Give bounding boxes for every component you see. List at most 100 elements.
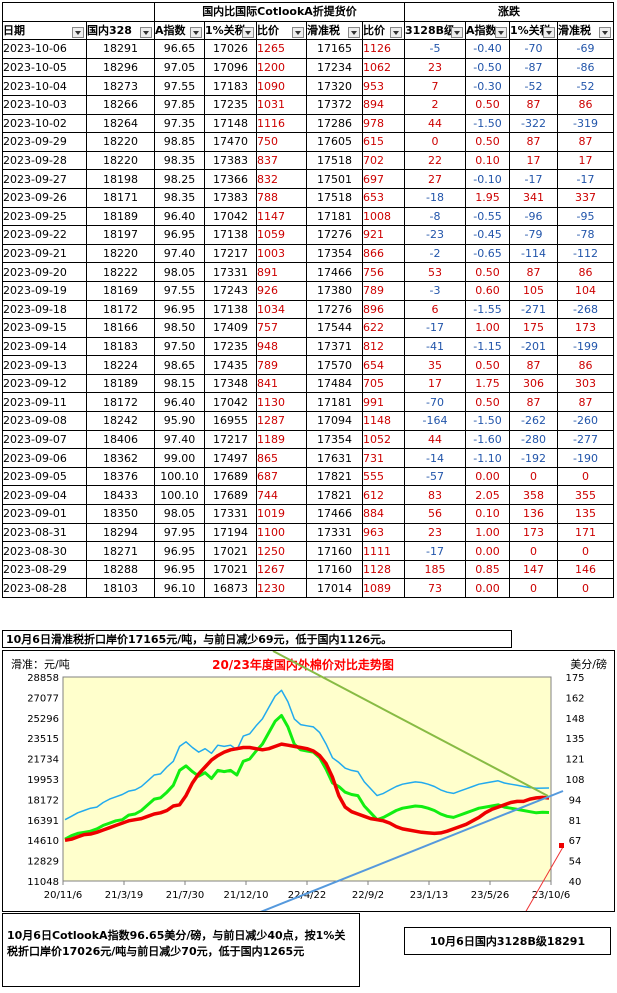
table-cell: 17217 xyxy=(204,429,257,450)
table-cell: 0.50 xyxy=(465,262,510,282)
table-cell: 17383 xyxy=(204,150,257,171)
y-left-tick-label: 16391 xyxy=(27,816,59,827)
filter-dropdown-icon[interactable] xyxy=(543,27,555,39)
price-table: 国内比国际CotlookA折提货价 涨跌 日期 国内328 A指数 1%关税 比价 滑准税… xyxy=(2,2,614,598)
table-cell: 17181 xyxy=(306,392,363,413)
filter-dropdown-icon[interactable] xyxy=(495,27,507,39)
table-cell: -70 xyxy=(509,39,558,59)
series-line-green xyxy=(64,714,550,841)
table-cell: 17331 xyxy=(204,262,257,282)
column-header: 1%关税 xyxy=(509,20,558,41)
table-cell: 2023-09-07 xyxy=(2,429,87,450)
filter-dropdown-icon[interactable] xyxy=(72,27,84,39)
column-header: A指数 xyxy=(154,20,205,41)
table-cell: 0.00 xyxy=(465,541,510,561)
table-cell: -17 xyxy=(509,169,558,189)
table-cell: -86 xyxy=(557,57,614,78)
table-cell: 0 xyxy=(557,578,614,598)
filter-dropdown-icon[interactable] xyxy=(140,27,152,39)
filter-dropdown-icon[interactable] xyxy=(599,27,611,39)
table-cell: 705 xyxy=(362,373,405,394)
table-cell: 1200 xyxy=(256,57,307,78)
filter-dropdown-icon[interactable] xyxy=(190,27,202,39)
table-row: 2023-09-19 18169 97.55 17243 926 17380 789 -3 0.… xyxy=(2,280,614,301)
y-right-tick-label: 81 xyxy=(569,816,582,827)
table-cell: 2023-09-06 xyxy=(2,448,87,468)
table-cell: -114 xyxy=(509,243,558,264)
table-cell: 1130 xyxy=(256,392,307,413)
table-cell: 555 xyxy=(362,466,405,487)
table-cell: 27 xyxy=(404,169,466,189)
table-cell: 2023-08-30 xyxy=(2,541,87,561)
table-cell: 18376 xyxy=(86,466,155,487)
table-cell: 1003 xyxy=(256,243,307,264)
table-cell: 0.60 xyxy=(465,280,510,301)
table-row: 2023-10-05 18296 97.05 17096 1200 17234 1062 23… xyxy=(2,57,614,78)
table-cell: 44 xyxy=(404,429,466,450)
table-cell: 0.00 xyxy=(465,466,510,487)
y-left-tick-label: 27077 xyxy=(27,693,59,704)
y-left-tick-label: 14610 xyxy=(27,836,59,847)
filter-dropdown-icon[interactable] xyxy=(451,27,463,39)
annotation-arrow-red xyxy=(524,846,564,914)
table-cell: 17138 xyxy=(204,225,257,245)
x-tick-label: 21/12/10 xyxy=(224,890,269,901)
table-cell: 97.35 xyxy=(154,113,205,134)
table-row: 2023-10-04 18273 97.55 17183 1090 17320 953 7 -0… xyxy=(2,76,614,96)
table-cell: 23 xyxy=(404,522,466,543)
left-axis-label: 滑准：元/吨 xyxy=(11,658,70,671)
table-cell: 17570 xyxy=(306,355,363,375)
table-cell: -192 xyxy=(509,448,558,468)
table-cell: 17 xyxy=(509,150,558,171)
table-cell: 18433 xyxy=(86,485,155,506)
table-cell: 18222 xyxy=(86,262,155,282)
table-cell: 98.35 xyxy=(154,187,205,208)
table-cell: 96.95 xyxy=(154,225,205,245)
table-cell: -271 xyxy=(509,299,558,320)
table-row: 2023-09-18 18172 96.95 17138 1034 17276 896 6 -1… xyxy=(2,299,614,320)
column-header: 1%关税 xyxy=(204,20,257,41)
table-cell: 146 xyxy=(557,559,614,580)
table-cell: -23 xyxy=(404,225,466,245)
table-cell: 1111 xyxy=(362,541,405,561)
x-tick-label: 22/9/2 xyxy=(352,890,384,901)
table-cell: 17042 xyxy=(204,392,257,413)
table-cell: 17605 xyxy=(306,132,363,152)
table-cell: 22 xyxy=(404,150,466,171)
domestic-price-note: 10月6日国内3128B级18291 xyxy=(404,927,611,955)
table-cell: -164 xyxy=(404,411,466,431)
table-cell: 98.35 xyxy=(154,150,205,171)
table-cell: 948 xyxy=(256,336,307,357)
table-cell: 17466 xyxy=(306,504,363,524)
table-row: 2023-09-22 18197 96.95 17138 1059 17276 921 -23… xyxy=(2,225,614,245)
table-cell: 18273 xyxy=(86,76,155,96)
table-cell: -69 xyxy=(557,39,614,59)
table-cell: 18189 xyxy=(86,373,155,394)
filter-dropdown-icon[interactable] xyxy=(242,27,254,39)
column-header-label: A指数 xyxy=(155,23,186,37)
table-cell: 750 xyxy=(256,132,307,152)
table-cell: 2023-10-06 xyxy=(2,39,87,59)
filter-dropdown-icon[interactable] xyxy=(292,27,304,39)
table-cell: 98.65 xyxy=(154,355,205,375)
table-cell: 17021 xyxy=(204,541,257,561)
table-cell: 17234 xyxy=(306,57,363,78)
table-row: 2023-09-05 18376 100.10 17689 687 17821 555 -57… xyxy=(2,466,614,487)
filter-dropdown-icon[interactable] xyxy=(390,27,402,39)
annotation-arrow-green xyxy=(272,650,549,797)
table-cell: 866 xyxy=(362,243,405,264)
table-cell: 926 xyxy=(256,280,307,301)
filter-dropdown-icon[interactable] xyxy=(348,27,360,39)
table-cell: 1008 xyxy=(362,206,405,227)
table-cell: 1128 xyxy=(362,559,405,580)
table-cell: 1031 xyxy=(256,94,307,115)
table-cell: 17148 xyxy=(204,113,257,134)
table-cell: 17544 xyxy=(306,318,363,338)
y-left-tick-label: 18172 xyxy=(27,795,59,806)
table-cell: 837 xyxy=(256,150,307,171)
column-header: 国内328 xyxy=(86,20,155,41)
table-row: 2023-09-26 18171 98.35 17383 788 17518 653 -18 1… xyxy=(2,187,614,208)
table-cell: 2023-08-29 xyxy=(2,559,87,580)
table-cell: 17235 xyxy=(204,336,257,357)
table-cell: 2023-09-18 xyxy=(2,299,87,320)
